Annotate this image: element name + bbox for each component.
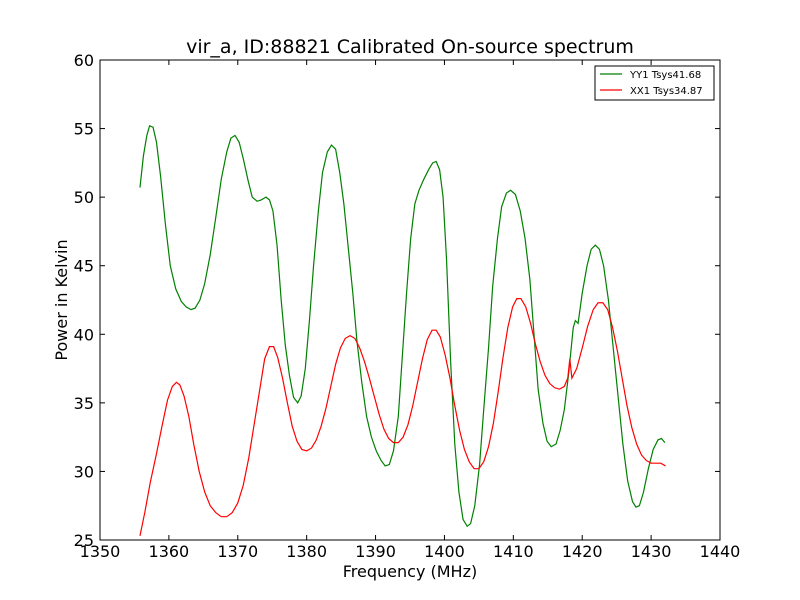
x-axis: 1350 1360 1370 1380 1390 1400 1410 1420 1430 1440 bbox=[80, 60, 741, 561]
y-axis: 25 30 35 40 45 50 55 60 bbox=[74, 51, 720, 550]
legend-label: XX1 Tsys34.87 bbox=[630, 86, 703, 97]
series-line-yy1 bbox=[139, 125, 666, 528]
chart-title: vir_a, ID:88821 Calibrated On-source spe… bbox=[186, 36, 634, 58]
y-tick-label: 25 bbox=[74, 531, 94, 550]
legend-label: YY1 Tsys41.68 bbox=[629, 70, 701, 81]
y-tick-label: 40 bbox=[74, 325, 94, 344]
x-tick-label: 1420 bbox=[562, 542, 603, 561]
y-tick-label: 60 bbox=[74, 51, 94, 70]
y-tick-label: 35 bbox=[74, 394, 94, 413]
y-tick-label: 55 bbox=[74, 120, 94, 139]
legend: YY1 Tsys41.68 XX1 Tsys34.87 bbox=[594, 65, 715, 101]
x-axis-label: Frequency (MHz) bbox=[343, 562, 477, 581]
x-tick-label: 1380 bbox=[286, 542, 327, 561]
series-line-xx1 bbox=[139, 298, 666, 537]
legend-box bbox=[594, 65, 715, 101]
x-tick-label: 1370 bbox=[217, 542, 258, 561]
x-tick-label: 1430 bbox=[631, 542, 672, 561]
y-tick-label: 30 bbox=[74, 462, 94, 481]
y-tick-label: 50 bbox=[74, 188, 94, 207]
plot-frame bbox=[99, 59, 721, 541]
x-tick-label: 1400 bbox=[424, 542, 465, 561]
x-tick-label: 1390 bbox=[355, 542, 396, 561]
x-tick-label: 1410 bbox=[493, 542, 534, 561]
x-tick-label: 1440 bbox=[700, 542, 741, 561]
x-tick-label: 1350 bbox=[80, 542, 121, 561]
y-axis-label: Power in Kelvin bbox=[52, 239, 71, 360]
x-tick-label: 1360 bbox=[149, 542, 190, 561]
y-tick-label: 45 bbox=[74, 257, 94, 276]
